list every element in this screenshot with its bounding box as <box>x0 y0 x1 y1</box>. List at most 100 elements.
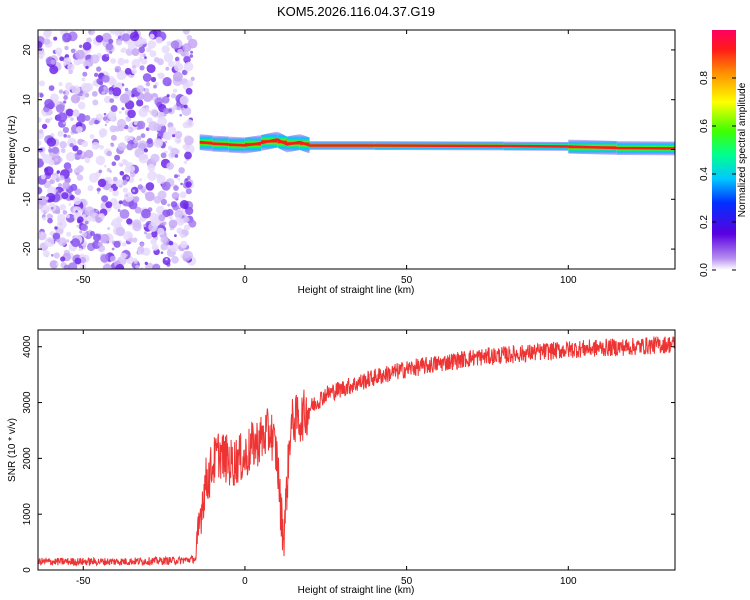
noise-point <box>58 82 63 87</box>
noise-point <box>58 183 62 188</box>
noise-point <box>174 209 184 219</box>
noise-point <box>95 113 104 121</box>
noise-scatter-layer <box>38 30 198 269</box>
noise-point <box>73 197 81 206</box>
noise-point <box>150 238 157 245</box>
noise-point <box>54 226 58 230</box>
noise-point <box>106 150 112 157</box>
noise-point <box>63 95 68 100</box>
noise-point <box>101 91 106 95</box>
noise-point <box>151 231 158 238</box>
noise-point <box>145 81 151 87</box>
noise-point <box>97 191 100 195</box>
noise-point <box>120 252 127 260</box>
noise-point <box>83 60 91 69</box>
noise-point <box>107 227 111 230</box>
noise-point <box>109 255 116 262</box>
noise-point <box>111 161 117 166</box>
noise-point <box>45 118 51 124</box>
noise-point <box>45 208 50 212</box>
noise-point <box>183 160 187 164</box>
noise-point <box>157 116 168 127</box>
noise-point <box>139 178 143 182</box>
noise-point <box>39 129 44 134</box>
noise-point <box>97 178 107 188</box>
noise-point <box>85 65 89 70</box>
noise-point <box>95 209 98 213</box>
x-tick-label: -50 <box>76 275 91 286</box>
noise-point <box>108 90 114 95</box>
colorbar-tick-label: 0.6 <box>699 119 710 133</box>
noise-point <box>143 231 148 235</box>
noise-point <box>164 140 168 144</box>
noise-point <box>105 53 110 57</box>
noise-point <box>120 49 124 53</box>
noise-point <box>111 218 122 228</box>
noise-point <box>78 247 82 251</box>
noise-point <box>95 35 104 43</box>
noise-point <box>138 57 143 62</box>
signal-frequency-line <box>199 138 675 150</box>
noise-point <box>183 224 191 231</box>
noise-point <box>55 209 61 215</box>
x-tick-label: 50 <box>401 275 413 286</box>
noise-point <box>121 200 128 206</box>
noise-point <box>67 63 75 71</box>
noise-point <box>85 220 89 225</box>
noise-point <box>171 192 180 200</box>
y-tick-label: 0 <box>22 567 33 573</box>
noise-point <box>181 106 192 116</box>
noise-point <box>145 127 150 131</box>
noise-point <box>184 216 190 223</box>
x-tick-label: -50 <box>76 576 91 587</box>
noise-point <box>42 250 50 258</box>
noise-point <box>153 84 157 89</box>
noise-point <box>144 261 148 265</box>
noise-point <box>188 219 197 228</box>
noise-point <box>185 87 193 95</box>
noise-point <box>105 201 113 209</box>
noise-point <box>92 99 99 106</box>
noise-point <box>84 92 90 98</box>
noise-point <box>184 135 194 146</box>
noise-point <box>50 59 56 65</box>
noise-point <box>172 105 176 109</box>
noise-point <box>38 117 42 123</box>
noise-point <box>46 137 57 147</box>
noise-point <box>162 77 172 87</box>
noise-point <box>74 257 82 265</box>
x-tick-label: 100 <box>560 275 577 286</box>
noise-point <box>44 237 55 248</box>
noise-point <box>155 36 163 44</box>
noise-point <box>91 91 98 97</box>
noise-point <box>64 45 69 51</box>
x-tick-label: 50 <box>401 576 413 587</box>
noise-point <box>65 82 73 91</box>
noise-point <box>82 246 86 250</box>
noise-point <box>59 141 67 149</box>
noise-point <box>70 94 81 104</box>
noise-point <box>131 94 135 98</box>
noise-point <box>55 262 59 266</box>
noise-point <box>152 263 161 269</box>
y-tick-label: -10 <box>22 192 33 207</box>
snr-ylabel: SNR (10 * v/v) <box>7 418 18 482</box>
noise-point <box>55 47 63 55</box>
noise-point <box>72 145 79 152</box>
noise-point <box>108 38 114 44</box>
noise-point <box>183 55 191 64</box>
noise-point <box>84 206 95 216</box>
noise-point <box>119 209 130 219</box>
noise-point <box>132 219 142 229</box>
noise-point <box>55 104 65 113</box>
noise-point <box>48 214 54 220</box>
noise-point <box>179 95 189 106</box>
noise-point <box>79 230 83 234</box>
noise-point <box>162 96 170 104</box>
noise-point <box>181 69 188 76</box>
noise-point <box>137 184 143 190</box>
noise-point <box>49 117 53 121</box>
noise-point <box>82 71 88 77</box>
noise-point <box>144 56 147 59</box>
noise-point <box>58 89 64 94</box>
